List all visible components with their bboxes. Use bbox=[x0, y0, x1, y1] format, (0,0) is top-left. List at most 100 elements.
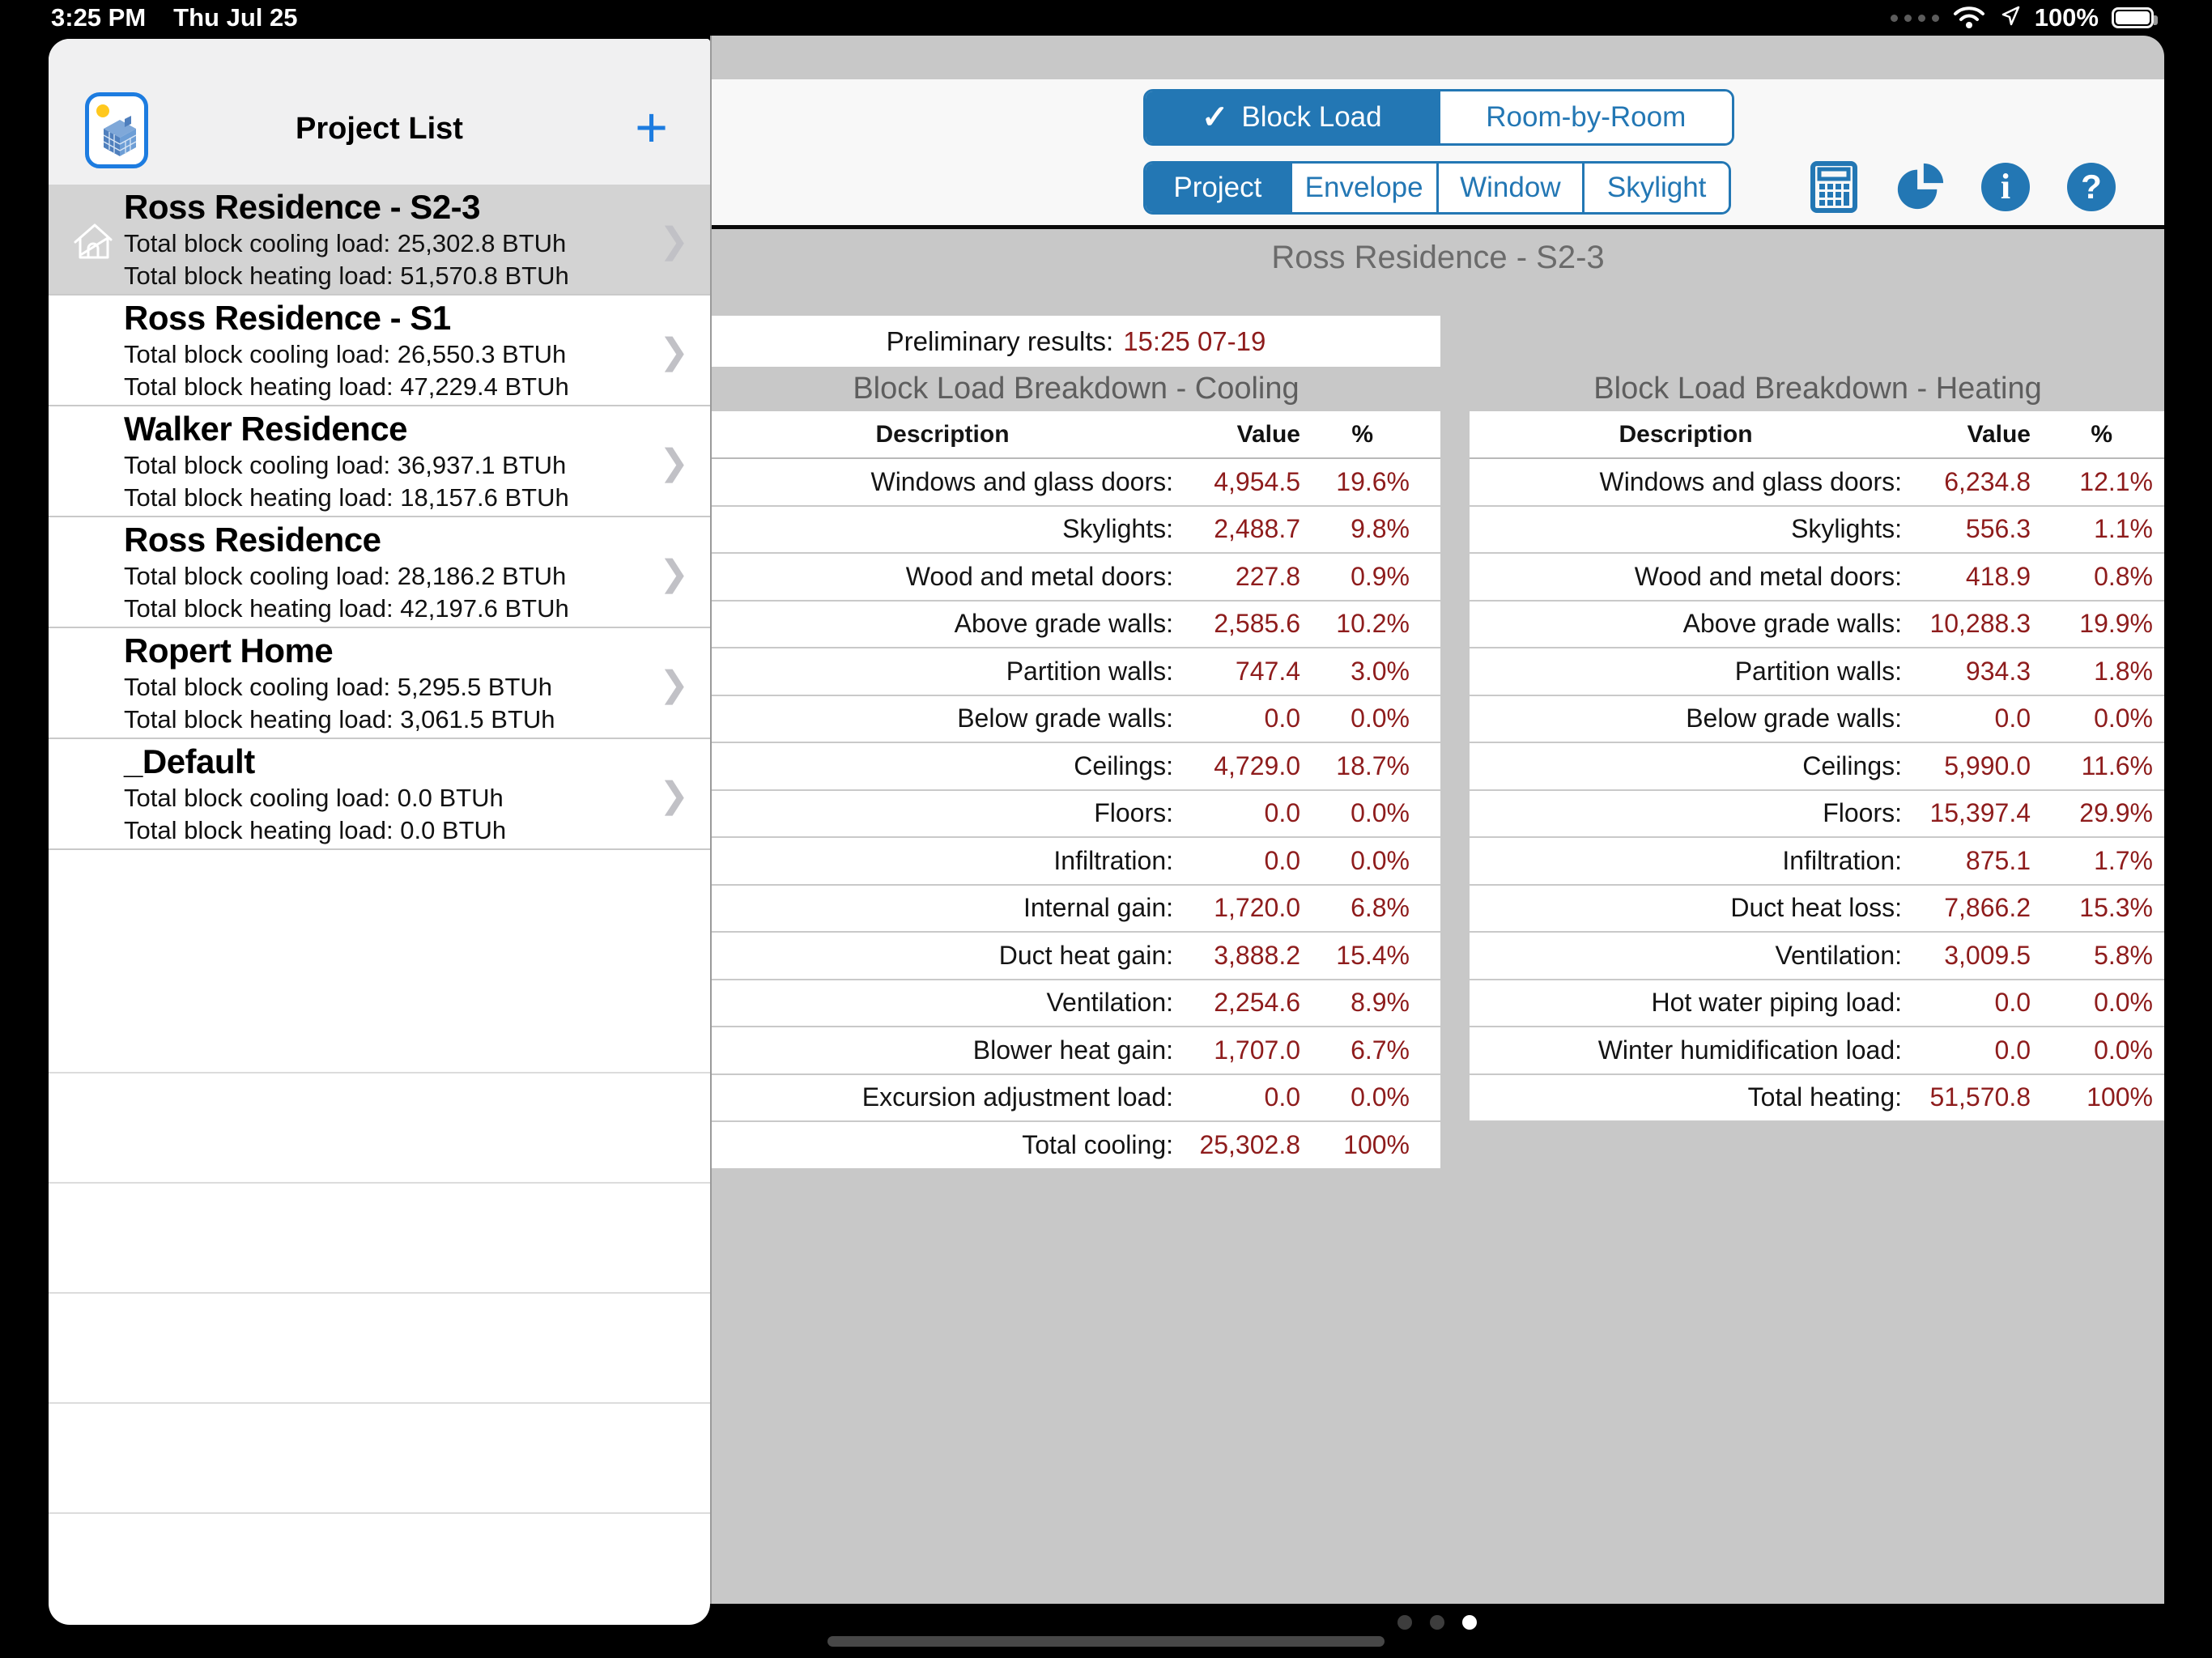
row-label: Skylights: bbox=[1791, 514, 1902, 544]
page-dot[interactable] bbox=[1430, 1615, 1444, 1630]
table-row: Infiltration: 0.0 0.0% bbox=[712, 838, 1440, 886]
project-row[interactable]: Ross Residence Total block cooling load:… bbox=[49, 517, 710, 628]
row-percent: 10.2% bbox=[1336, 609, 1410, 639]
info-glyph: i bbox=[2001, 167, 2010, 206]
app-logo-icon bbox=[85, 92, 148, 168]
row-label: Wood and metal doors: bbox=[1634, 561, 1902, 591]
project-name: Ross Residence bbox=[124, 521, 381, 559]
empty-row-separator bbox=[49, 1402, 710, 1404]
row-label: Winter humidification load: bbox=[1597, 1035, 1902, 1065]
project-row[interactable]: Ross Residence - S2-3 Total block coolin… bbox=[49, 185, 710, 295]
page-dot[interactable] bbox=[1397, 1615, 1412, 1630]
table-row: Windows and glass doors: 6,234.8 12.1% bbox=[1470, 459, 2164, 507]
row-percent: 100% bbox=[2087, 1082, 2153, 1112]
row-value: 556.3 bbox=[1965, 514, 2031, 544]
row-value: 0.0 bbox=[1994, 704, 2031, 733]
row-label: Below grade walls: bbox=[957, 704, 1173, 733]
battery-percent: 100% bbox=[2034, 3, 2099, 32]
column-percent: % bbox=[1351, 420, 1373, 448]
house-icon bbox=[61, 649, 125, 714]
table-row: Total heating: 51,570.8 100% bbox=[1470, 1075, 2164, 1122]
row-value: 2,488.7 bbox=[1214, 514, 1300, 544]
tab-skylight[interactable]: Skylight bbox=[1582, 164, 1729, 212]
row-label: Partition walls: bbox=[1006, 656, 1173, 686]
table-row: Winter humidification load: 0.0 0.0% bbox=[1470, 1027, 2164, 1075]
row-value: 2,585.6 bbox=[1214, 609, 1300, 639]
row-value: 7,866.2 bbox=[1944, 893, 2031, 923]
row-percent: 12.1% bbox=[2079, 466, 2153, 496]
info-icon[interactable]: i bbox=[1980, 161, 2031, 213]
column-value: Value bbox=[1967, 420, 2031, 448]
row-percent: 29.9% bbox=[2079, 798, 2153, 828]
table-row: Below grade walls: 0.0 0.0% bbox=[712, 696, 1440, 743]
table-row: Above grade walls: 10,288.3 19.9% bbox=[1470, 602, 2164, 648]
calculator-icon[interactable] bbox=[1808, 161, 1860, 213]
page-control[interactable] bbox=[1397, 1615, 1477, 1630]
project-heating: Total block heating load: 18,157.6 BTUh bbox=[124, 483, 569, 512]
table-row: Below grade walls: 0.0 0.0% bbox=[1470, 696, 2164, 743]
page-dot-active[interactable] bbox=[1462, 1615, 1477, 1630]
row-percent: 0.0% bbox=[2094, 704, 2153, 733]
project-row[interactable]: _Default Total block cooling load: 0.0 B… bbox=[49, 739, 710, 850]
project-heating: Total block heating load: 3,061.5 BTUh bbox=[124, 705, 555, 733]
row-label: Ventilation: bbox=[1046, 988, 1173, 1018]
table-row: Ventilation: 2,254.6 8.9% bbox=[712, 980, 1440, 1027]
tab-envelope[interactable]: Envelope bbox=[1289, 164, 1436, 212]
row-value: 934.3 bbox=[1965, 656, 2031, 686]
project-name: Ross Residence - S1 bbox=[124, 299, 451, 337]
row-percent: 19.6% bbox=[1336, 466, 1410, 496]
tab-window[interactable]: Window bbox=[1436, 164, 1583, 212]
table-row: Skylights: 556.3 1.1% bbox=[1470, 507, 2164, 554]
table-row: Internal gain: 1,720.0 6.8% bbox=[712, 886, 1440, 933]
table-row: Hot water piping load: 0.0 0.0% bbox=[1470, 980, 2164, 1027]
preliminary-timestamp: 15:25 07-19 bbox=[1123, 325, 1266, 356]
heating-table-header: Description Value % bbox=[1470, 411, 2164, 459]
table-row: Ceilings: 5,990.0 11.6% bbox=[1470, 743, 2164, 791]
status-time: 3:25 PM bbox=[51, 3, 147, 32]
tab-project[interactable]: Project bbox=[1146, 164, 1290, 212]
status-bar: 3:25 PM Thu Jul 25 10 bbox=[0, 0, 2212, 36]
home-indicator[interactable] bbox=[827, 1636, 1385, 1647]
row-percent: 100% bbox=[1343, 1129, 1410, 1159]
battery-icon bbox=[2112, 7, 2158, 28]
row-percent: 0.9% bbox=[1351, 561, 1410, 591]
row-label: Blower heat gain: bbox=[972, 1035, 1173, 1065]
table-row: Duct heat gain: 3,888.2 15.4% bbox=[712, 933, 1440, 980]
row-percent: 6.7% bbox=[1351, 1035, 1410, 1065]
chevron-right-icon: ❯ bbox=[659, 776, 689, 815]
tab-block-load[interactable]: ✓ Block Load bbox=[1146, 91, 1438, 143]
add-project-button[interactable]: + bbox=[635, 96, 668, 159]
row-value: 51,570.8 bbox=[1929, 1082, 2031, 1112]
row-percent: 0.0% bbox=[1351, 845, 1410, 875]
row-percent: 15.3% bbox=[2079, 893, 2153, 923]
page-title: Ross Residence - S2-3 bbox=[1271, 240, 1605, 275]
check-icon: ✓ bbox=[1201, 100, 1229, 135]
view-segmented-control: Project Envelope Window Skylight bbox=[1143, 161, 1731, 215]
pie-chart-icon[interactable] bbox=[1894, 161, 1946, 213]
row-label: Hot water piping load: bbox=[1651, 988, 1902, 1018]
empty-row-separator bbox=[49, 1292, 710, 1294]
project-row[interactable]: Ross Residence - S1 Total block cooling … bbox=[49, 295, 710, 406]
project-row[interactable]: Ropert Home Total block cooling load: 5,… bbox=[49, 628, 710, 739]
table-row: Ceilings: 4,729.0 18.7% bbox=[712, 743, 1440, 791]
row-value: 4,729.0 bbox=[1214, 750, 1300, 780]
row-value: 5,990.0 bbox=[1944, 750, 2031, 780]
row-value: 0.0 bbox=[1264, 845, 1300, 875]
row-label: Infiltration: bbox=[1053, 845, 1173, 875]
row-percent: 0.0% bbox=[2094, 988, 2153, 1018]
row-value: 2,254.6 bbox=[1214, 988, 1300, 1018]
tab-room-by-room[interactable]: Room-by-Room bbox=[1437, 91, 1732, 143]
cooling-table-header: Description Value % bbox=[712, 411, 1440, 459]
project-name: Walker Residence bbox=[124, 410, 407, 448]
project-heating: Total block heating load: 42,197.6 BTUh bbox=[124, 594, 569, 623]
detail-view: ✓ Block Load Room-by-Room Project Envelo… bbox=[710, 36, 2164, 1604]
project-row[interactable]: Walker Residence Total block cooling loa… bbox=[49, 406, 710, 517]
house-icon bbox=[61, 206, 125, 270]
row-value: 227.8 bbox=[1235, 561, 1300, 591]
help-icon[interactable]: ? bbox=[2065, 161, 2117, 213]
table-row: Floors: 0.0 0.0% bbox=[712, 791, 1440, 838]
row-label: Skylights: bbox=[1062, 514, 1173, 544]
preliminary-label: Preliminary results: bbox=[886, 325, 1114, 356]
table-row: Excursion adjustment load: 0.0 0.0% bbox=[712, 1075, 1440, 1122]
row-label: Below grade walls: bbox=[1686, 704, 1902, 733]
